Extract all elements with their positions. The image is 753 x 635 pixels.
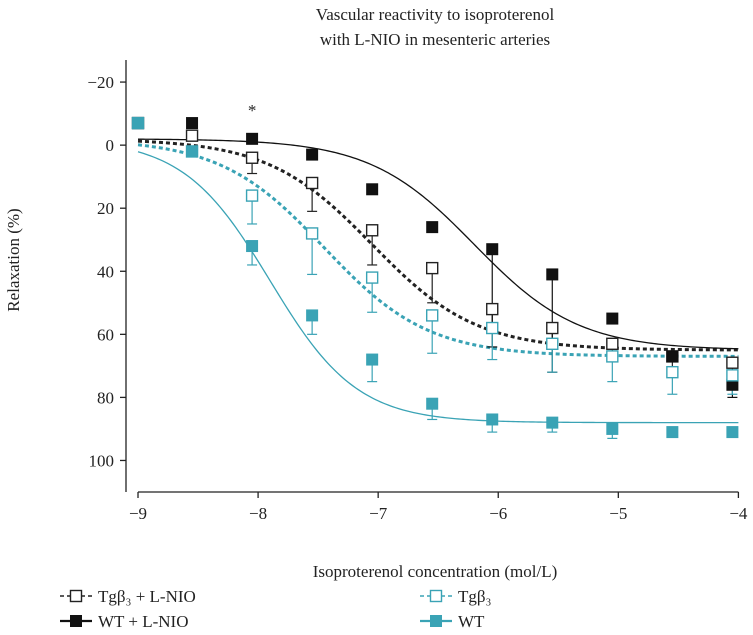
data-point [666, 426, 679, 439]
data-point [606, 350, 619, 363]
y-tick-label: 0 [106, 136, 115, 155]
data-point [305, 227, 319, 240]
data-point [186, 145, 199, 158]
y-axis-label: Relaxation (%) [4, 208, 23, 311]
x-tick-label: −6 [489, 504, 507, 523]
axes: −20 0 20 40 60 80 100 −9 −8 −7 −6 −5 −4 [87, 60, 748, 523]
legend-swatch-marker [69, 589, 83, 603]
data-point [606, 312, 619, 325]
fit-curve-0 [137, 139, 739, 352]
data-point [546, 268, 559, 281]
x-tick-label: −5 [609, 504, 627, 523]
data-point [486, 302, 499, 316]
legend-label: Tgβ₃ + L-NIO [98, 587, 196, 606]
data-point [546, 416, 559, 429]
fit-curve-2 [137, 143, 739, 358]
legend-label: WT + L-NIO [98, 612, 188, 631]
data-point [726, 356, 739, 369]
data-point [546, 321, 559, 335]
data-point [305, 176, 319, 190]
data-point [486, 321, 499, 335]
legend-item: WT + L-NIO [60, 612, 188, 631]
legend-label: Tgβ₃ [458, 587, 492, 606]
data-point [486, 413, 499, 426]
fit-curves [137, 138, 739, 424]
data-point [245, 189, 259, 202]
x-tick-label: −8 [249, 504, 267, 523]
legend: Tgβ₃ + L-NIO Tgβ₃ WT + L-NIO WT [60, 587, 492, 631]
data-point [246, 132, 259, 145]
data-point [726, 426, 739, 439]
data-point [426, 397, 439, 410]
y-tick-label: 60 [97, 325, 114, 344]
fit-curve-1 [138, 138, 739, 350]
legend-label: WT [458, 612, 485, 631]
x-tick-label: −4 [729, 504, 748, 523]
data-point [185, 129, 199, 142]
error-bars [247, 157, 738, 439]
y-tick-label: 80 [97, 388, 114, 407]
y-tick-label: 100 [89, 451, 115, 470]
chart-title: Vascular reactivity to isoproterenol [316, 5, 555, 24]
data-point [425, 261, 439, 275]
significance-asterisk: * [248, 101, 257, 120]
legend-swatch-marker [430, 615, 442, 627]
data-point [666, 365, 679, 379]
legend-item: Tgβ₃ + L-NIO [60, 587, 196, 606]
data-point [306, 148, 319, 161]
data-point [666, 350, 679, 363]
data-point [606, 337, 619, 350]
data-point [726, 369, 739, 382]
data-point [425, 309, 439, 322]
data-point [366, 353, 379, 366]
data-point [245, 151, 259, 164]
legend-swatch-marker [70, 615, 82, 627]
data-markers [131, 116, 739, 439]
data-point [246, 240, 259, 253]
legend-item: WT [420, 612, 485, 631]
data-point [426, 221, 439, 234]
data-point [366, 183, 379, 196]
data-point [365, 271, 379, 284]
data-point [546, 337, 559, 350]
data-point [365, 224, 379, 237]
fit-curve-3 [137, 151, 739, 424]
x-tick-label: −9 [129, 504, 147, 523]
data-point [306, 309, 319, 322]
data-point [486, 243, 499, 256]
x-tick-label: −7 [369, 504, 388, 523]
y-tick-label: −20 [87, 73, 114, 92]
data-point [606, 422, 619, 435]
data-point [186, 117, 199, 130]
y-tick-label: 40 [97, 262, 114, 281]
legend-item: Tgβ₃ [420, 587, 492, 606]
x-axis-label: Isoproterenol concentration (mol/L) [313, 562, 558, 581]
y-tick-label: 20 [97, 199, 114, 218]
chart-subtitle: with L-NIO in mesenteric arteries [320, 30, 550, 49]
legend-swatch-marker [429, 589, 443, 603]
data-point [132, 117, 145, 130]
